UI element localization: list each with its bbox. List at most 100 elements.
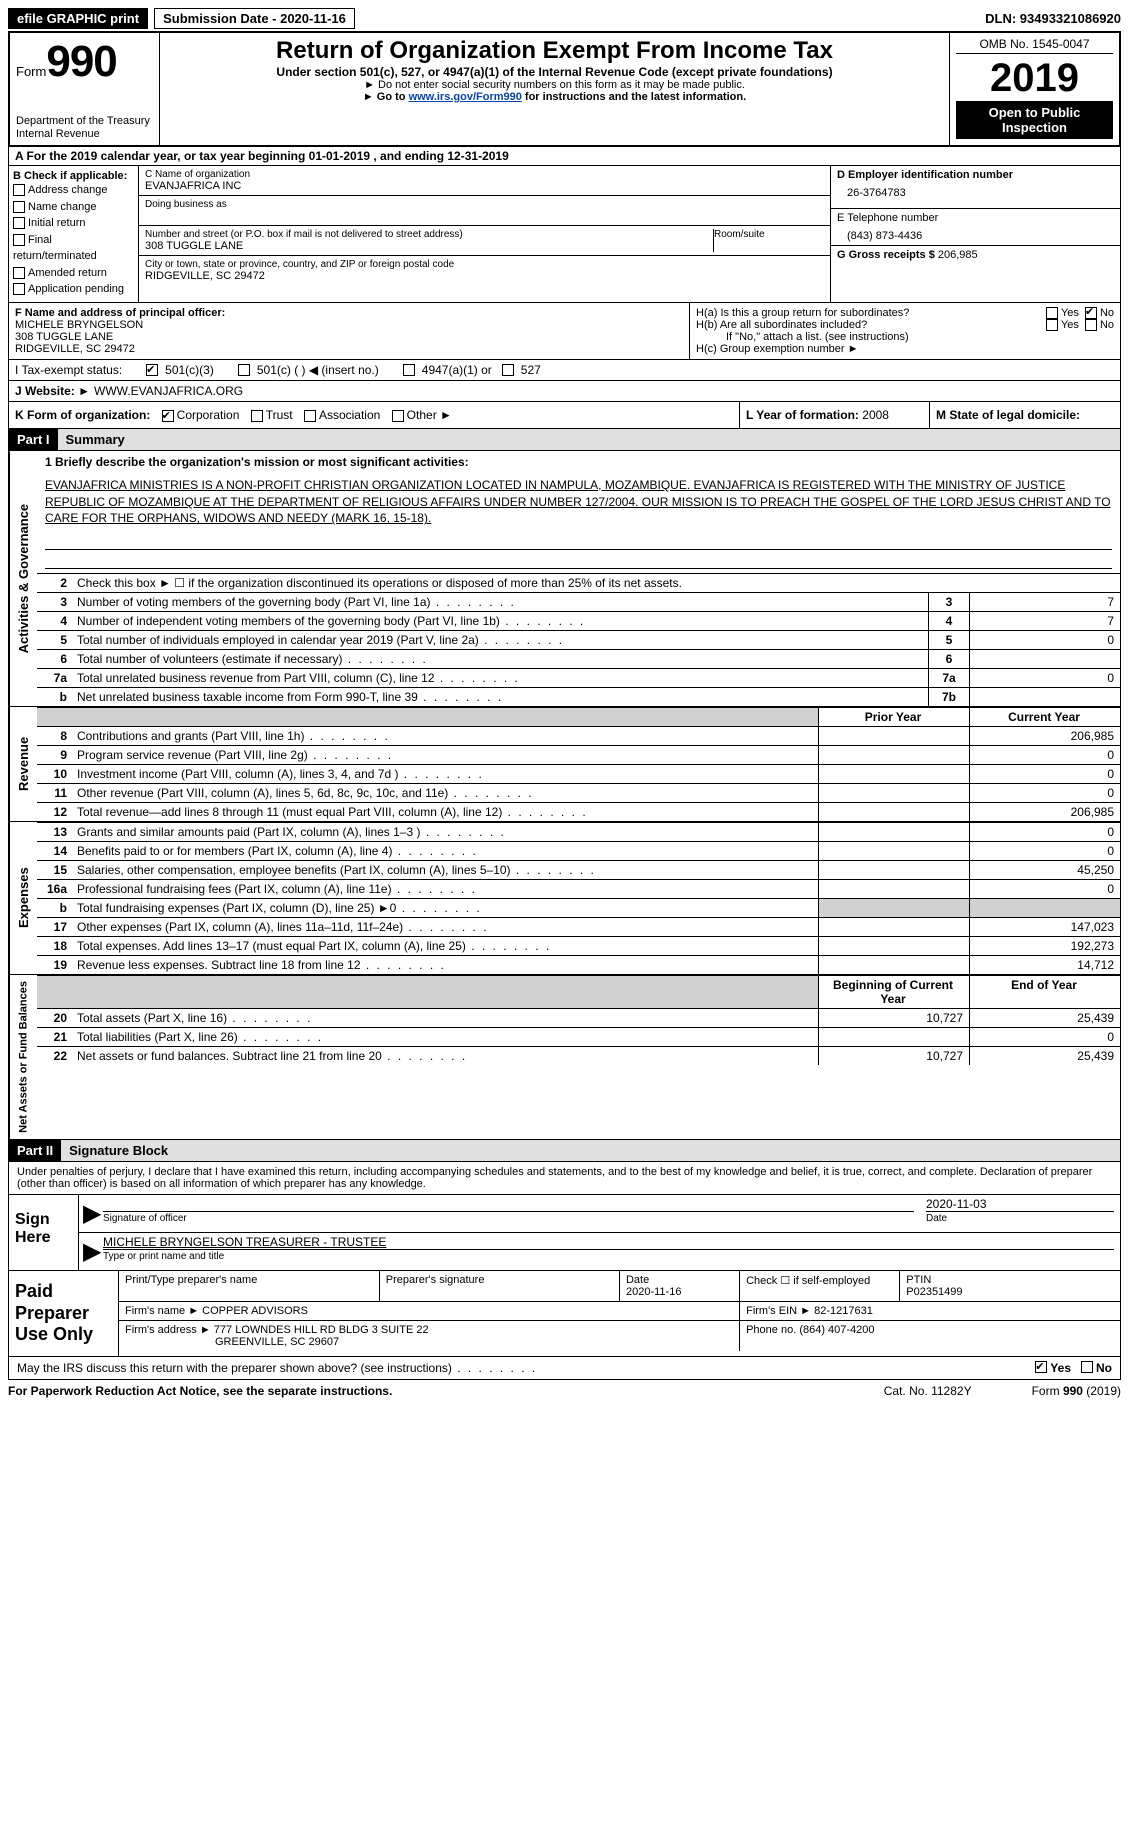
cb-corp[interactable] [162, 410, 174, 422]
prep-h2: Preparer's signature [379, 1271, 619, 1302]
form-note-ssn: ► Do not enter social security numbers o… [166, 79, 943, 91]
lbl-address-change: Address change [28, 184, 108, 196]
part1-num: Part I [9, 429, 58, 450]
h-c-label: H(c) Group exemption number ► [696, 343, 1114, 355]
lbl-city: City or town, state or province, country… [145, 259, 824, 270]
prep-ptin: P02351499 [906, 1286, 962, 1298]
submission-date-button[interactable]: Submission Date - 2020-11-16 [154, 8, 355, 29]
row-m-label: M State of legal domicile: [936, 408, 1080, 422]
lbl-dba: Doing business as [145, 199, 824, 210]
cb-501c3[interactable] [146, 364, 158, 376]
cb-initial-return[interactable] [13, 217, 25, 229]
part-2-header: Part II Signature Block [8, 1140, 1121, 1162]
governance-table: 2Check this box ► ☐ if the organization … [37, 573, 1120, 706]
row-a-tax-year: A For the 2019 calendar year, or tax yea… [8, 147, 1121, 166]
row-m: M State of legal domicile: [930, 402, 1120, 428]
row-j-label: J Website: ► [15, 384, 90, 398]
vtab-balances: Net Assets or Fund Balances [9, 975, 37, 1139]
lbl-ein: D Employer identification number [837, 169, 1013, 181]
form-title: Return of Organization Exempt From Incom… [166, 37, 943, 65]
mission-label: 1 Briefly describe the organization's mi… [45, 455, 469, 469]
row-k: K Form of organization: Corporation Trus… [9, 402, 740, 428]
prep-h1: Print/Type preparer's name [119, 1271, 379, 1302]
paid-preparer-block: Paid Preparer Use Only Print/Type prepar… [8, 1271, 1121, 1357]
prep-h3: Date [626, 1274, 649, 1286]
h-b-note: If "No," attach a list. (see instruction… [696, 331, 1114, 343]
page-footer: For Paperwork Reduction Act Notice, see … [8, 1384, 1121, 1398]
ha-no: No [1100, 307, 1114, 319]
box-c: C Name of organization EVANJAFRICA INC D… [139, 166, 830, 302]
efile-button[interactable]: efile GRAPHIC print [8, 8, 148, 29]
firm-phone: (864) 407-4200 [799, 1324, 874, 1336]
opt-501c3: 501(c)(3) [165, 363, 214, 377]
row-l: L Year of formation: 2008 [740, 402, 930, 428]
irs-link[interactable]: www.irs.gov/Form990 [409, 91, 522, 103]
year-formation: 2008 [862, 408, 889, 422]
phone-value: (843) 873-4436 [837, 224, 1114, 242]
cb-name-change[interactable] [13, 201, 25, 213]
cb-assoc[interactable] [304, 410, 316, 422]
lbl-officer: F Name and address of principal officer: [15, 307, 225, 319]
cb-discuss-yes[interactable] [1035, 1361, 1047, 1373]
cb-trust[interactable] [251, 410, 263, 422]
lbl-org-name: C Name of organization [145, 169, 824, 180]
prep-h4: Check ☐ if self-employed [740, 1271, 900, 1302]
opt-527: 527 [521, 363, 541, 377]
vtab-revenue: Revenue [9, 707, 37, 821]
officer-name: MICHELE BRYNGELSON [15, 319, 143, 331]
lbl-room: Room/suite [714, 229, 824, 240]
row-j: J Website: ► WWW.EVANJAFRICA.ORG [8, 381, 1121, 402]
cb-501c[interactable] [238, 364, 250, 376]
cb-4947[interactable] [403, 364, 415, 376]
cb-amended[interactable] [13, 267, 25, 279]
cb-hb-no[interactable] [1085, 319, 1097, 331]
ha-yes: Yes [1061, 307, 1079, 319]
officer-addr1: 308 TUGGLE LANE [15, 331, 113, 343]
firm-addr2: GREENVILLE, SC 29607 [125, 1336, 339, 1348]
prep-date: 2020-11-16 [626, 1286, 681, 1298]
part2-num: Part II [9, 1140, 61, 1161]
cb-final-return[interactable] [13, 234, 25, 246]
discuss-row: May the IRS discuss this return with the… [8, 1357, 1121, 1380]
top-toolbar: efile GRAPHIC print Submission Date - 20… [8, 8, 1121, 29]
hb-yes: Yes [1061, 319, 1079, 331]
opt-trust: Trust [266, 408, 293, 422]
lbl-gross: G Gross receipts $ [837, 249, 935, 261]
sig-name: MICHELE BRYNGELSON TREASURER - TRUSTEE [103, 1235, 1114, 1249]
perjury-text: Under penalties of perjury, I declare th… [8, 1162, 1121, 1195]
dept-label: Department of the Treasury Internal Reve… [16, 115, 153, 141]
officer-addr2: RIDGEVILLE, SC 29472 [15, 343, 135, 355]
cb-ha-yes[interactable] [1046, 307, 1058, 319]
website-value: WWW.EVANJAFRICA.ORG [94, 384, 243, 398]
part1-title: Summary [58, 429, 1120, 450]
box-h: H(a) Is this a group return for subordin… [690, 303, 1120, 359]
sig-date-label: Date [926, 1211, 1114, 1224]
lbl-initial-return: Initial return [28, 217, 85, 229]
cb-527[interactable] [502, 364, 514, 376]
opt-4947: 4947(a)(1) or [422, 363, 492, 377]
row-i-label: I Tax-exempt status: [15, 363, 122, 377]
lbl-street: Number and street (or P.O. box if mail i… [145, 229, 713, 240]
form-header: Form990 Department of the Treasury Inter… [8, 31, 1121, 147]
lbl-final-return: Final return/terminated [13, 234, 97, 263]
cb-ha-no[interactable] [1085, 307, 1097, 319]
opt-other: Other ► [407, 408, 452, 422]
firm-addr-label: Firm's address ► [125, 1324, 211, 1336]
cb-discuss-no[interactable] [1081, 1361, 1093, 1373]
part-1-header: Part I Summary [8, 429, 1121, 451]
sig-officer-label: Signature of officer [103, 1211, 914, 1224]
sign-here-label: Sign Here [9, 1195, 79, 1270]
omb-number: OMB No. 1545-0047 [956, 37, 1113, 54]
cb-app-pending[interactable] [13, 283, 25, 295]
cb-hb-yes[interactable] [1046, 319, 1058, 331]
row-i: I Tax-exempt status: 501(c)(3) 501(c) ( … [8, 360, 1121, 381]
cb-address-change[interactable] [13, 184, 25, 196]
section-balances: Net Assets or Fund Balances Beginning of… [8, 975, 1121, 1140]
section-revenue: Revenue Prior YearCurrent Year8Contribut… [8, 707, 1121, 822]
discuss-no: No [1096, 1361, 1112, 1375]
sig-arrow-1: ▶ [79, 1195, 97, 1232]
info-grid: B Check if applicable: Address change Na… [8, 166, 1121, 303]
opt-corp: Corporation [177, 408, 240, 422]
prep-h5: PTIN [906, 1274, 931, 1286]
cb-other[interactable] [392, 410, 404, 422]
